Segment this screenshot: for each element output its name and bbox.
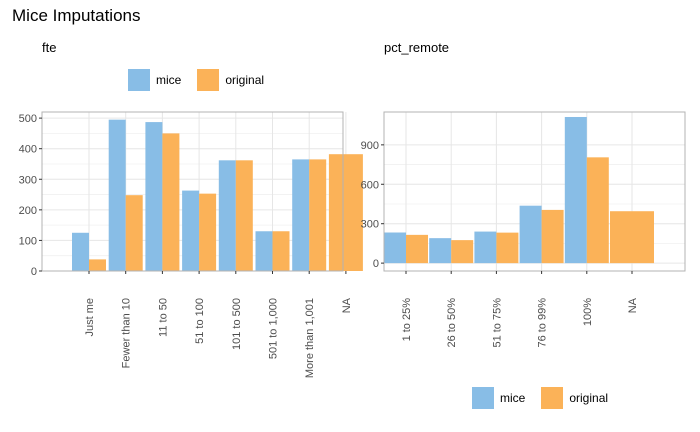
bar-mice bbox=[255, 231, 273, 271]
y-tick-label: 600 bbox=[361, 179, 379, 191]
y-tick-label: 100 bbox=[19, 235, 37, 247]
bar-mice bbox=[474, 231, 497, 264]
y-tick-label: 900 bbox=[361, 140, 379, 152]
bar-original bbox=[541, 209, 564, 264]
x-tick-label: 51 to 100 bbox=[194, 298, 206, 344]
page-title: Mice Imputations bbox=[12, 6, 141, 25]
bar-mice bbox=[519, 205, 542, 264]
x-tick-label: 11 to 50 bbox=[157, 298, 169, 337]
bar-original bbox=[235, 160, 253, 271]
legend-key-mice bbox=[472, 387, 494, 409]
bar-original bbox=[272, 231, 290, 271]
panel-title-pct-remote: pct_remote bbox=[384, 40, 450, 55]
bar-mice bbox=[384, 232, 406, 264]
y-tick-label: 0 bbox=[31, 266, 37, 278]
bar-original bbox=[586, 157, 609, 264]
bar-original bbox=[496, 232, 519, 264]
x-tick-label: Fewer than 10 bbox=[121, 298, 133, 368]
bar-mice bbox=[108, 119, 126, 272]
x-tick-label: 76 to 99% bbox=[537, 298, 549, 348]
x-tick-label: NA bbox=[627, 297, 639, 313]
panel-title-fte: fte bbox=[42, 40, 57, 55]
bar-original bbox=[406, 234, 428, 264]
bar-mice bbox=[182, 190, 200, 271]
bar-mice bbox=[292, 159, 310, 271]
bar-mice bbox=[564, 116, 587, 264]
bar-original bbox=[199, 193, 217, 271]
bar-original bbox=[89, 259, 106, 271]
y-tick-label: 0 bbox=[373, 258, 379, 270]
bar-mice bbox=[429, 238, 452, 264]
bar-original bbox=[125, 195, 143, 271]
legend-key-original bbox=[197, 69, 220, 91]
x-tick-label: 100% bbox=[582, 298, 594, 326]
legend-fte: mice original bbox=[128, 69, 280, 91]
bar-original bbox=[162, 133, 180, 271]
bar-original bbox=[451, 240, 474, 264]
y-tick-label: 400 bbox=[19, 144, 37, 156]
x-tick-label: 26 to 50% bbox=[446, 298, 458, 348]
panel-border bbox=[41, 111, 344, 272]
x-tick-label: Just me bbox=[84, 298, 96, 337]
legend-label-original: original bbox=[225, 73, 265, 87]
y-tick-label: 300 bbox=[19, 174, 37, 186]
legend-label-mice: mice bbox=[500, 391, 526, 405]
bar-original bbox=[610, 211, 654, 264]
y-tick-label: 500 bbox=[19, 113, 37, 125]
legend-key-mice bbox=[128, 69, 150, 91]
bar-mice bbox=[145, 122, 163, 271]
bar-original bbox=[309, 159, 327, 271]
x-tick-label: NA bbox=[341, 297, 353, 313]
x-tick-label: More than 1,001 bbox=[304, 298, 316, 378]
y-tick-label: 300 bbox=[361, 219, 379, 231]
legend-pct-remote: mice original bbox=[472, 387, 624, 409]
legend-label-mice: mice bbox=[156, 73, 182, 87]
panel-border bbox=[383, 111, 686, 272]
legend-key-original bbox=[541, 387, 564, 409]
x-tick-label: 101 to 500 bbox=[231, 298, 243, 350]
bar-mice bbox=[72, 232, 89, 271]
legend-label-original: original bbox=[569, 391, 609, 405]
bar-original bbox=[328, 154, 363, 271]
x-tick-label: 501 to 1,000 bbox=[268, 298, 280, 359]
x-tick-label: 1 to 25% bbox=[401, 298, 413, 342]
y-tick-label: 200 bbox=[19, 205, 37, 217]
x-tick-label: 51 to 75% bbox=[491, 298, 503, 348]
bar-mice bbox=[218, 160, 236, 271]
